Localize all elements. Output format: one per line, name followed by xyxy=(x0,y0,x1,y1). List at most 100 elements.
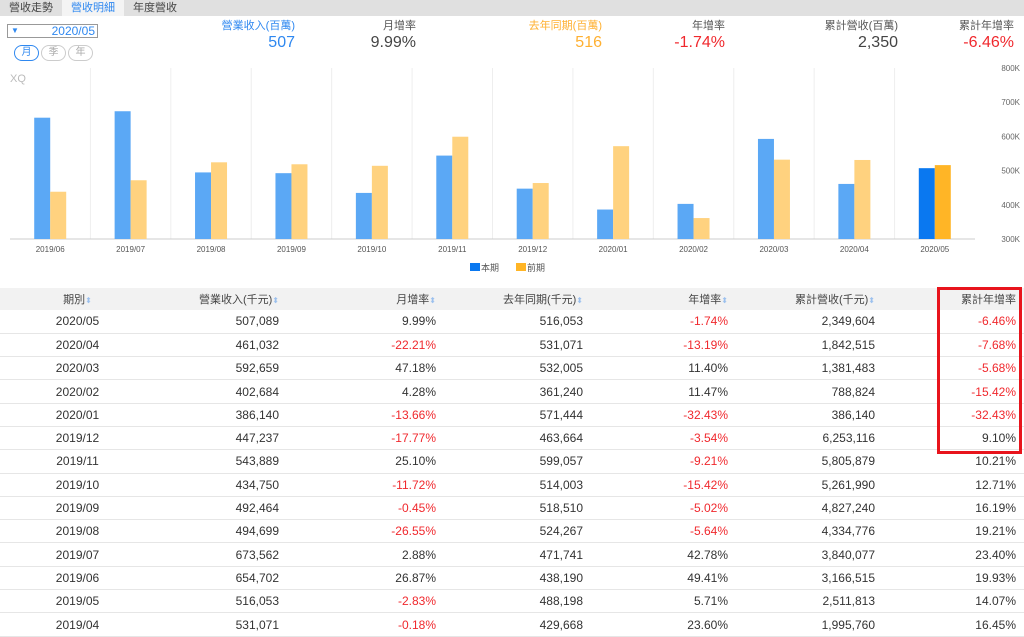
bar-prior xyxy=(371,165,388,239)
table-cell: 471,741 xyxy=(444,542,591,567)
table-cell: 571,444 xyxy=(444,403,591,427)
column-header[interactable]: 月增率⬍ xyxy=(287,288,444,310)
period-select-value: 2020/05 xyxy=(51,24,95,38)
tab-annual-revenue[interactable]: 年度營收 xyxy=(133,2,177,14)
table-cell: 2020/03 xyxy=(0,356,155,381)
x-tick-label: 2019/10 xyxy=(357,245,386,254)
table-cell: -0.18% xyxy=(287,612,444,637)
table-cell: -3.54% xyxy=(591,426,736,451)
x-tick-label: 2020/05 xyxy=(920,245,949,254)
table-cell: 461,032 xyxy=(155,333,287,358)
table-cell: 14.07% xyxy=(883,589,1024,614)
bar-prior xyxy=(532,183,549,239)
table-cell: 531,071 xyxy=(155,612,287,637)
table-row: 2020/01 386,140 -13.66% 571,444 -32.43% 386,1… xyxy=(0,403,1024,427)
table-cell: 2019/11 xyxy=(0,449,155,474)
table-cell: 11.40% xyxy=(591,356,736,381)
table-cell: -1.74% xyxy=(591,310,736,334)
x-tick-label: 2020/01 xyxy=(599,245,628,254)
stat-value: 2,350 xyxy=(857,34,898,51)
stat-prior-year: 去年同期(百萬) 516 xyxy=(462,17,602,52)
table-cell: 463,664 xyxy=(444,426,591,451)
table-cell: 23.40% xyxy=(883,542,1024,567)
table-row: 2020/04 461,032 -22.21% 531,071 -13.19% 1,842… xyxy=(0,333,1024,358)
pill-quarter[interactable]: 季 xyxy=(41,45,66,61)
bar-prior xyxy=(613,146,630,239)
column-header-label: 累計營收(千元) xyxy=(794,294,869,306)
period-toggle: 月 季 年 xyxy=(14,45,93,61)
table-cell: 16.45% xyxy=(883,612,1024,637)
table-cell: 4,827,240 xyxy=(736,496,883,521)
bar-current xyxy=(757,138,774,239)
table-cell: 5.71% xyxy=(591,589,736,614)
table-cell: -32.43% xyxy=(883,403,1024,427)
pill-month[interactable]: 月 xyxy=(14,45,39,61)
legend-prior-swatch xyxy=(516,263,526,271)
x-tick-label: 2019/07 xyxy=(116,245,145,254)
bar-current xyxy=(114,111,131,239)
bar-current xyxy=(195,172,212,239)
bar-current xyxy=(918,168,935,239)
y-tick-label: 400K xyxy=(1001,201,1020,210)
table-cell: 47.18% xyxy=(287,356,444,381)
column-header[interactable]: 營業收入(千元)⬍ xyxy=(155,288,287,310)
stat-yoy: 年增率 -1.74% xyxy=(585,17,725,52)
stat-label: 累計年增率 xyxy=(959,20,1014,32)
legend-prior-label: 前期 xyxy=(527,262,545,273)
table-cell: -2.83% xyxy=(287,589,444,614)
column-header-label: 月增率 xyxy=(396,294,430,306)
period-select[interactable]: ▼ 2020/05 xyxy=(7,24,98,38)
table-cell: 2019/08 xyxy=(0,519,155,544)
bar-prior xyxy=(854,159,871,239)
sort-icon: ⬍ xyxy=(721,296,728,305)
table-cell: 2020/02 xyxy=(0,379,155,404)
y-tick-label: 300K xyxy=(1001,235,1020,244)
x-tick-label: 2019/08 xyxy=(197,245,226,254)
column-header-label: 去年同期(千元) xyxy=(502,294,577,306)
y-tick-label: 500K xyxy=(1001,167,1020,176)
bar-prior xyxy=(291,164,308,239)
column-header[interactable]: 年增率⬍ xyxy=(591,288,736,310)
column-header[interactable]: 累計年增率 xyxy=(883,288,1024,310)
table-row: 2020/02 402,684 4.28% 361,240 11.47% 788,824-… xyxy=(0,379,1024,404)
column-header[interactable]: 期別⬍ xyxy=(0,288,155,310)
tab-revenue-trend[interactable]: 營收走勢 xyxy=(9,2,53,14)
table-cell: 507,089 xyxy=(155,310,287,334)
table-cell: 25.10% xyxy=(287,449,444,474)
table-cell: -15.42% xyxy=(591,473,736,497)
table-cell: 516,053 xyxy=(444,310,591,334)
table-cell: -15.42% xyxy=(883,379,1024,404)
table-cell: -26.55% xyxy=(287,519,444,544)
stat-label: 累計營收(百萬) xyxy=(824,20,898,32)
table-cell: 518,510 xyxy=(444,496,591,521)
table-cell: 2019/05 xyxy=(0,589,155,614)
table-cell: 1,842,515 xyxy=(736,333,883,358)
table-cell: 494,699 xyxy=(155,519,287,544)
tab-revenue-detail[interactable]: 營收明細 xyxy=(62,0,124,16)
table-cell: 488,198 xyxy=(444,589,591,614)
sort-icon: ⬍ xyxy=(272,296,279,305)
table-cell: 2,349,604 xyxy=(736,310,883,334)
table-cell: 42.78% xyxy=(591,542,736,567)
table-cell: 438,190 xyxy=(444,566,591,591)
x-tick-label: 2020/04 xyxy=(840,245,869,254)
bar-prior xyxy=(452,136,469,239)
table-cell: -13.19% xyxy=(591,333,736,358)
table-cell: 524,267 xyxy=(444,519,591,544)
table-cell: 19.21% xyxy=(883,519,1024,544)
table-row: 2020/03 592,659 47.18% 532,005 11.40% 1,381,4… xyxy=(0,356,1024,381)
table-cell: 9.10% xyxy=(883,426,1024,451)
table-cell: 2.88% xyxy=(287,542,444,567)
table-cell: 49.41% xyxy=(591,566,736,591)
pill-year[interactable]: 年 xyxy=(68,45,93,61)
table-cell: -5.68% xyxy=(883,356,1024,381)
column-header-label: 期別 xyxy=(63,294,86,306)
column-header[interactable]: 累計營收(千元)⬍ xyxy=(736,288,883,310)
table-cell: 531,071 xyxy=(444,333,591,358)
table-cell: 4,334,776 xyxy=(736,519,883,544)
sort-icon: ⬍ xyxy=(868,296,875,305)
stat-value: -1.74% xyxy=(674,34,725,51)
table-row: 2019/07 673,562 2.88% 471,741 42.78% 3,840,07… xyxy=(0,542,1024,567)
table-cell: 11.47% xyxy=(591,379,736,404)
column-header[interactable]: 去年同期(千元)⬍ xyxy=(444,288,591,310)
